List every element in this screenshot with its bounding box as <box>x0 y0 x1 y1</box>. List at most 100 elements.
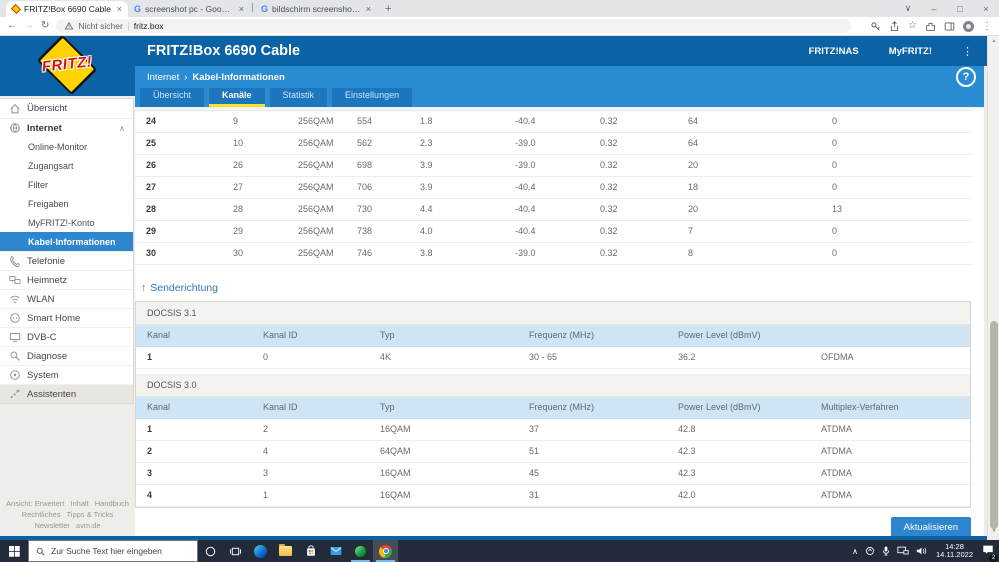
browser-tab-screenshot[interactable]: G bildschirm screenshot erstellen - × <box>255 1 377 17</box>
taskbar-app-chrome[interactable] <box>373 540 398 562</box>
page-scrollbar[interactable]: ▲ ▼ <box>987 36 999 536</box>
sidebar-item-dvb-c[interactable]: DVB-C <box>0 327 133 346</box>
sidebar-item-telefonie[interactable]: Telefonie <box>0 251 133 270</box>
sidebar-item-zugangsart[interactable]: Zugangsart <box>28 160 74 171</box>
table-row: 4 1 16QAM 31 42.0 ATDMA <box>136 485 970 507</box>
sidebar-item-diagnose[interactable]: Diagnose <box>0 346 133 365</box>
taskbar-app-store[interactable] <box>298 540 323 562</box>
notification-icon <box>983 545 993 554</box>
taskbar-app-explorer[interactable] <box>273 540 298 562</box>
action-center-button[interactable]: 2 <box>982 542 998 562</box>
table-cell: 26 <box>146 160 157 170</box>
start-button[interactable] <box>0 540 28 562</box>
footer-link-tipps[interactable]: Tipps & Tricks <box>66 510 114 519</box>
footer-link-avm[interactable]: avm.de <box>75 521 101 530</box>
scrollbar-thumb[interactable] <box>990 321 998 529</box>
sidebar-item-system[interactable]: System <box>0 365 133 384</box>
task-view-button[interactable] <box>223 540 248 562</box>
tab-kanaele[interactable]: Kanäle <box>209 88 265 107</box>
close-window-button[interactable]: × <box>983 3 989 14</box>
table-cell: 4K <box>380 352 392 362</box>
fritzbox-favicon-icon <box>11 4 21 14</box>
header-menu-icon[interactable]: ⋮ <box>962 45 973 58</box>
breadcrumb-section[interactable]: Internet <box>147 71 180 83</box>
cortana-icon <box>205 546 216 556</box>
sidebar-item-filter[interactable]: Filter <box>28 179 48 190</box>
sidebar-item-internet[interactable]: Internet ∧ <box>0 118 133 137</box>
footer-link-ansicht[interactable]: Ansicht: Erweitert <box>6 499 65 508</box>
table-cell: 51 <box>529 446 540 456</box>
taskbar-app-edge[interactable] <box>248 540 273 562</box>
refresh-button[interactable]: Aktualisieren <box>890 517 971 536</box>
clock-date: 14.11.2022 <box>936 550 973 559</box>
tray-expand-icon[interactable]: ∧ <box>852 546 859 556</box>
tab-search-chevron-icon[interactable]: ∨ <box>904 3 912 13</box>
browser-menu-icon[interactable]: ⋮ <box>982 20 992 32</box>
table-cell: 698 <box>357 160 373 170</box>
table-row: 2 4 64QAM 51 42.3 ATDMA <box>136 441 970 463</box>
sidebar-item-smart-home[interactable]: Smart Home <box>0 308 133 327</box>
new-tab-button[interactable]: + <box>385 3 392 15</box>
scroll-up-icon[interactable]: ▲ <box>991 38 997 44</box>
extensions-icon[interactable] <box>925 21 936 32</box>
tray-network-icon[interactable] <box>897 546 909 556</box>
share-icon[interactable] <box>889 20 900 32</box>
help-button[interactable]: ? <box>956 67 976 87</box>
tab-close-icon[interactable]: × <box>365 4 371 14</box>
tray-mic-icon[interactable] <box>882 546 890 556</box>
maximize-button[interactable]: □ <box>957 3 963 14</box>
password-key-icon[interactable] <box>870 21 881 32</box>
table-cell: 3 <box>147 468 153 478</box>
table-cell: 1.8 <box>420 116 433 126</box>
tray-volume-icon[interactable] <box>916 546 927 556</box>
table-cell: 27 <box>233 182 244 192</box>
profile-avatar[interactable] <box>963 20 974 32</box>
table-cell: 0 <box>832 248 838 258</box>
taskbar: Zur Suche Text hier eingeben ∧ 14:28 14.… <box>0 540 999 562</box>
taskbar-app-browser-green[interactable] <box>348 540 373 562</box>
tab-close-icon[interactable]: × <box>116 4 122 14</box>
table-cell: 738 <box>357 226 373 236</box>
sidebar-item-online-monitor[interactable]: Online-Monitor <box>28 141 88 152</box>
taskbar-app-mail[interactable] <box>323 540 348 562</box>
table-cell: 3.9 <box>420 160 433 170</box>
footer-link-rechtliches[interactable]: Rechtliches <box>21 510 61 519</box>
warning-icon <box>65 22 74 30</box>
tab-statistik[interactable]: Statistik <box>269 88 328 107</box>
bookmark-star-icon[interactable]: ☆ <box>908 20 917 31</box>
back-icon[interactable]: ← <box>7 20 17 31</box>
footer-link-inhalt[interactable]: Inhalt <box>70 499 89 508</box>
fritznas-link[interactable]: FRITZ!NAS <box>808 45 859 57</box>
tab-close-icon[interactable]: × <box>238 4 244 14</box>
tab-uebersicht[interactable]: Übersicht <box>140 88 205 107</box>
browser-tab-fritzbox[interactable]: FRITZ!Box 6690 Cable × <box>6 1 128 17</box>
browser-tab-google-search[interactable]: G screenshot pc - Google Suche × <box>128 1 250 17</box>
table-cell: 13 <box>832 204 843 214</box>
address-bar[interactable]: Nicht sicher fritz.box <box>56 19 852 33</box>
sidebar-item-assistenten[interactable]: Assistenten <box>0 384 133 403</box>
tray-sync-icon[interactable] <box>865 546 875 556</box>
scroll-down-icon[interactable]: ▼ <box>991 528 997 534</box>
table-cell: 0.32 <box>600 226 618 236</box>
side-panel-icon[interactable] <box>944 21 955 32</box>
sidebar-item-kabel-informationen[interactable]: Kabel-Informationen <box>0 232 133 251</box>
sidebar-item-myfritz-konto[interactable]: MyFRITZ!-Konto <box>28 217 95 228</box>
tab-einstellungen[interactable]: Einstellungen <box>332 88 413 107</box>
sidebar-item-freigaben[interactable]: Freigaben <box>28 198 69 209</box>
taskbar-search-input[interactable]: Zur Suche Text hier eingeben <box>28 540 198 562</box>
taskbar-clock[interactable]: 14:28 14.11.2022 <box>934 542 975 560</box>
smart-home-icon <box>8 312 21 325</box>
footer-link-newsletter[interactable]: Newsletter <box>34 521 70 530</box>
cortana-button[interactable] <box>198 540 223 562</box>
sidebar-item-wlan[interactable]: WLAN <box>0 289 133 308</box>
footer-link-handbuch[interactable]: Handbuch <box>94 499 129 508</box>
sidebar-item-heimnetz[interactable]: Heimnetz <box>0 270 133 289</box>
myfritz-link[interactable]: MyFRITZ! <box>888 45 932 57</box>
browser-toolbar: ← → ↻ Nicht sicher fritz.box ☆ ⋮ <box>0 17 999 36</box>
forward-icon[interactable]: → <box>24 20 34 31</box>
minimize-button[interactable]: – <box>931 3 937 14</box>
reload-icon[interactable]: ↻ <box>41 20 50 31</box>
google-favicon-icon: G <box>134 3 142 14</box>
sidebar-item-uebersicht[interactable]: Übersicht <box>0 99 133 118</box>
